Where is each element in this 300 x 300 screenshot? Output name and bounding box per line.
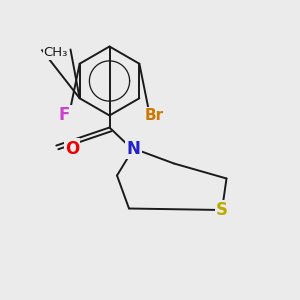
Text: F: F — [59, 106, 70, 124]
Text: CH₃: CH₃ — [44, 46, 68, 59]
Text: Br: Br — [145, 108, 164, 123]
Text: S: S — [216, 201, 228, 219]
Text: N: N — [127, 140, 140, 158]
Text: O: O — [65, 140, 79, 158]
